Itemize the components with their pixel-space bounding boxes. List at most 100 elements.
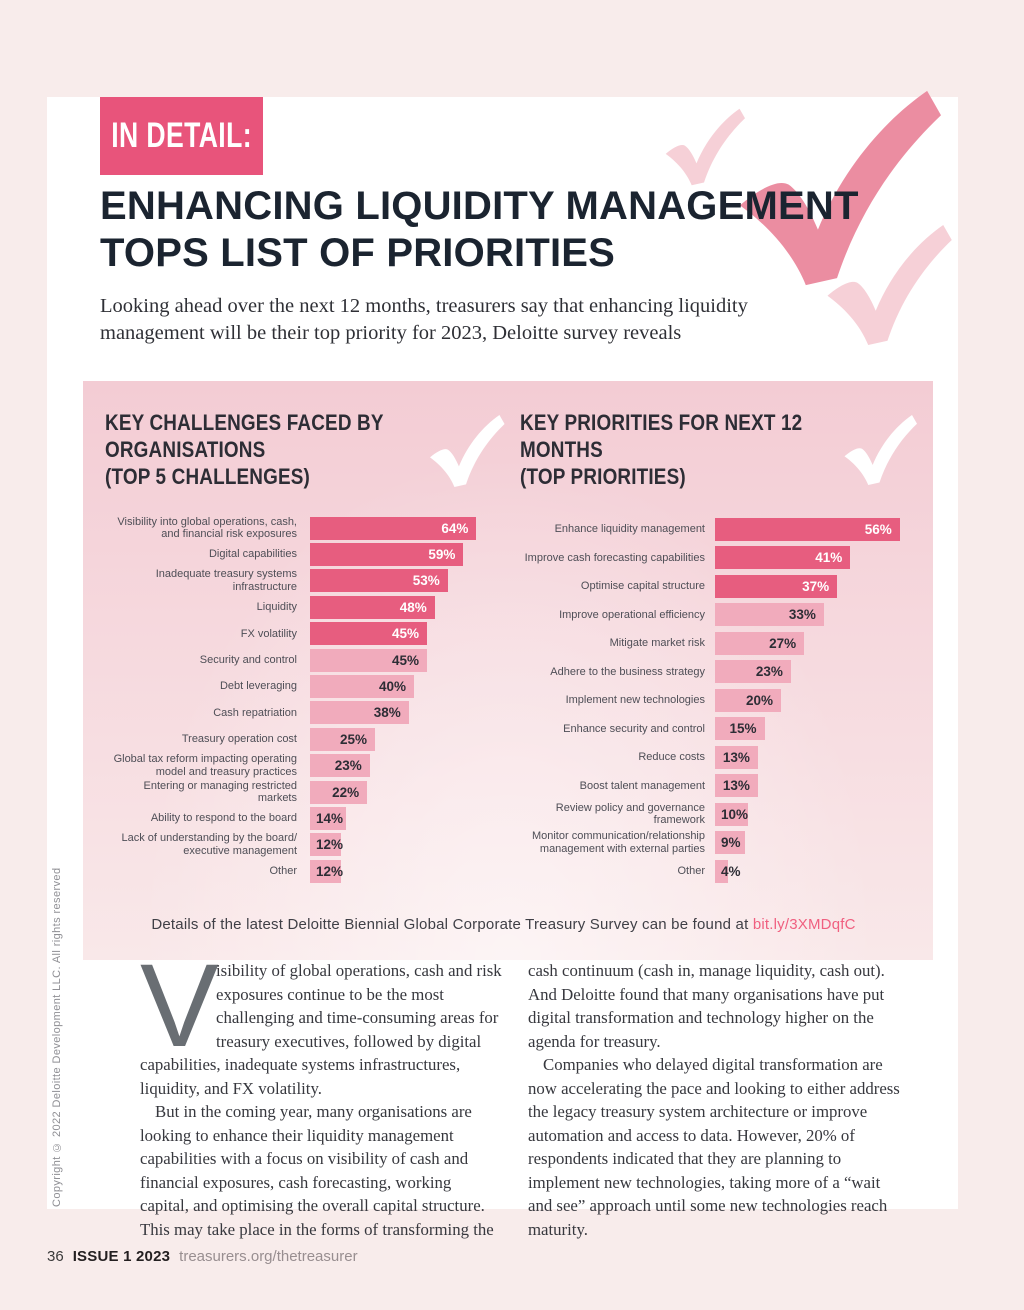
chart-row: Boost talent management 13%: [520, 772, 902, 801]
details-line: Details of the latest Deloitte Biennial …: [105, 916, 902, 933]
chart-row: Adhere to the business strategy 23%: [520, 658, 902, 687]
chart-row: Global tax reform impacting operating mo…: [105, 753, 478, 779]
bar-value-label: 48%: [399, 599, 427, 615]
chart-row: Monitor communication/relationship manag…: [520, 829, 902, 858]
bar: 45%: [310, 648, 427, 672]
chart-row: Entering or managing restricted markets 2…: [105, 779, 478, 805]
chart-row: Cash repatriation 38%: [105, 700, 478, 726]
bar-category-label: Lack of understanding by the board/ exec…: [121, 832, 297, 857]
bar-category-label: Liquidity: [256, 601, 297, 614]
chart-row: Visibility into global operations, cash,…: [105, 515, 478, 541]
page-footer: 36 ISSUE 1 2023 treasurers.org/thetreasu…: [47, 1248, 358, 1265]
bar-value-label: 38%: [373, 705, 401, 721]
bar-value-label: 40%: [378, 679, 406, 695]
priorities-chart: KEY PRIORITIES FOR NEXT 12 MONTHS (TOP P…: [520, 409, 917, 886]
bar-value-label: 22%: [332, 784, 360, 800]
bar: 4%: [715, 859, 741, 883]
copyright-sidebar: Copyright © 2022 Deloitte Development LL…: [51, 867, 63, 1207]
bar-value-label: 15%: [729, 721, 757, 737]
bar-category-label: Global tax reform impacting operating mo…: [113, 753, 297, 778]
issue-label: ISSUE 1 2023: [72, 1248, 171, 1265]
checkmark-icon: [739, 90, 941, 286]
bar-category-label: Mitigate market risk: [609, 637, 705, 649]
drop-cap: V: [140, 940, 219, 1072]
bar-category-label: Security and control: [199, 653, 297, 666]
paragraph: cash continuum (cash in, manage liquidit…: [528, 961, 885, 1051]
bar: 40%: [310, 675, 414, 699]
bar-category-label: Improve cash forecasting capabilities: [524, 551, 705, 564]
standfirst: Looking ahead over the next 12 months, t…: [100, 295, 748, 344]
bar: 12%: [310, 833, 344, 857]
challenges-chart: KEY CHALLENGES FACED BY ORGANISATIONS (T…: [105, 409, 505, 886]
bar: 25%: [310, 727, 375, 751]
bar-category-label: Reduce costs: [638, 751, 705, 763]
chart-row: Security and control 45%: [105, 647, 478, 673]
bar-category-label: Review policy and governance framework: [555, 801, 705, 827]
bar-category-label: Monitor communication/relationship manag…: [531, 830, 705, 855]
chart-row: Reduce costs 13%: [520, 743, 902, 772]
infographic-panel: KEY CHALLENGES FACED BY ORGANISATIONS (T…: [83, 381, 933, 960]
kicker-badge: IN DETAIL:: [100, 97, 263, 175]
bar-category-label: Implement new technologies: [565, 694, 705, 706]
paragraph-text: isibility of global operations, cash and…: [140, 961, 502, 1098]
bar: 15%: [715, 717, 765, 741]
chart-row: FX volatility 45%: [105, 621, 478, 647]
bar: 33%: [715, 603, 824, 627]
bar-value-label: 27%: [769, 635, 797, 651]
bar: 22%: [310, 780, 368, 804]
charts-grid: KEY CHALLENGES FACED BY ORGANISATIONS (T…: [105, 409, 917, 886]
chart-row: Liquidity 48%: [105, 594, 478, 620]
chart-row: Enhance liquidity management 56%: [520, 515, 902, 544]
chart-row: Optimise capital structure 37%: [520, 572, 902, 601]
paragraph: But in the coming year, many organisatio…: [140, 1102, 494, 1239]
bar-category-label: Inadequate treasury systems infrastructu…: [155, 568, 297, 593]
bar-category-label: Improve operational efficiency: [559, 608, 705, 621]
checkmark-icon: [665, 108, 745, 186]
details-link[interactable]: bit.ly/3XMDqfC: [752, 915, 856, 933]
bar-rows: Visibility into global operations, cash,…: [105, 515, 478, 884]
bar-value-label: 45%: [391, 626, 419, 642]
bar: 13%: [715, 774, 758, 798]
bar: 12%: [310, 859, 343, 883]
bar-category-label: Optimise capital structure: [580, 580, 705, 592]
bar-value-label: 64%: [441, 520, 469, 536]
bar-category-label: Visibility into global operations, cash,…: [117, 515, 297, 541]
bar-category-label: Other: [269, 865, 297, 878]
chart-title-row: KEY PRIORITIES FOR NEXT 12 MONTHS (TOP P…: [520, 409, 917, 515]
chart-title: KEY CHALLENGES FACED BY ORGANISATIONS (T…: [105, 410, 384, 489]
check-icon: [430, 415, 505, 487]
bar: 41%: [715, 546, 851, 570]
bar-value-label: 37%: [802, 578, 830, 594]
bar-category-label: FX volatility: [240, 627, 297, 640]
bar: 10%: [715, 802, 748, 826]
chart-row: Inadequate treasury systems infrastructu…: [105, 568, 478, 594]
bar: 64%: [310, 516, 477, 540]
chart-row: Digital capabilities 59%: [105, 541, 478, 567]
bar: 27%: [715, 631, 805, 655]
chart-row: Mitigate market risk 27%: [520, 629, 902, 658]
bar-value-label: 59%: [428, 547, 456, 563]
checkmark-icon: [827, 225, 952, 345]
bar: 23%: [715, 660, 791, 684]
chart-row: Review policy and governance framework 10…: [520, 800, 902, 829]
chart-title-row: KEY CHALLENGES FACED BY ORGANISATIONS (T…: [105, 409, 505, 515]
bar-value-label: 12%: [316, 837, 344, 853]
chart-row: Implement new technologies 20%: [520, 686, 902, 715]
details-text: Details of the latest Deloitte Biennial …: [151, 915, 753, 933]
bar-category-label: Other: [677, 865, 705, 877]
page-title: ENHANCING LIQUIDITY MANAGEMENT TOPS LIST…: [100, 184, 859, 275]
bar-value-label: 41%: [815, 550, 843, 566]
bar-value-label: 56%: [864, 521, 892, 537]
bar: 45%: [310, 622, 427, 646]
chart-row: Debt leveraging 40%: [105, 673, 478, 699]
chart-row: Treasury operation cost 25%: [105, 726, 478, 752]
bar-category-label: Debt leveraging: [219, 680, 297, 693]
bar-value-label: 14%: [316, 810, 344, 826]
chart-row: Improve operational efficiency 33%: [520, 601, 902, 630]
bar-category-label: Treasury operation cost: [181, 733, 297, 746]
bar-value-label: 25%: [339, 731, 367, 747]
bar: 56%: [715, 517, 900, 541]
bar-category-label: Boost talent management: [579, 779, 705, 792]
